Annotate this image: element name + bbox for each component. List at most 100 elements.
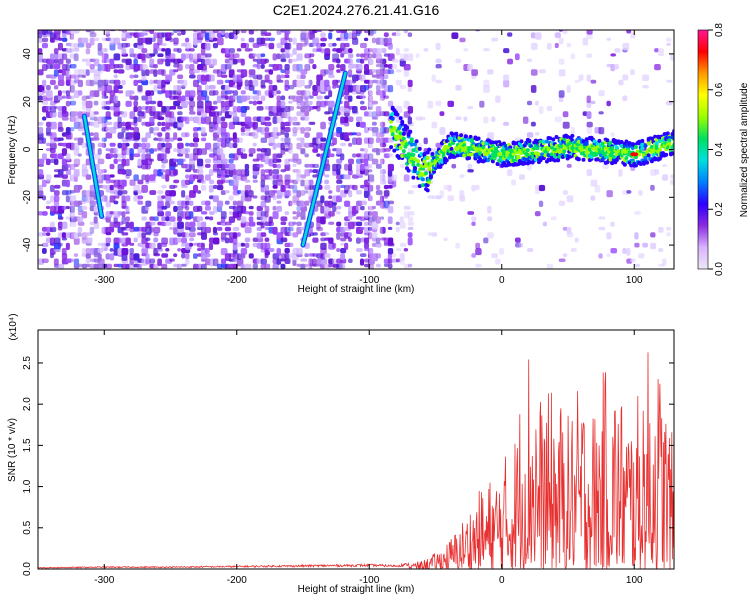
heatmap-cell — [304, 84, 311, 89]
heatmap-ridge-cell — [638, 161, 643, 166]
heatmap-cell — [197, 30, 202, 33]
heatmap-cell — [403, 247, 409, 252]
heatmap-cell — [157, 37, 163, 46]
heatmap-cell — [177, 142, 184, 149]
heatmap-cell — [312, 90, 318, 97]
heatmap-cell — [479, 100, 485, 108]
heatmap-cell — [395, 69, 402, 73]
heatmap-cell — [236, 137, 243, 144]
heatmap-cell — [197, 127, 202, 131]
heatmap-cell — [256, 58, 263, 65]
heatmap-ridge-cell — [474, 149, 479, 154]
heatmap-cell — [399, 242, 407, 247]
heatmap-cell — [308, 179, 314, 186]
heatmap-ridge-cell — [584, 137, 589, 142]
heatmap-cell — [304, 132, 310, 138]
heatmap-cell — [224, 84, 230, 91]
heatmap-cell — [212, 184, 218, 190]
heatmap-cell — [264, 226, 270, 231]
heatmap-cell — [153, 63, 158, 69]
heatmap-cell — [197, 216, 204, 222]
heatmap-cell — [288, 242, 294, 248]
heatmap-cell — [348, 190, 353, 198]
heatmap-cell — [391, 179, 397, 188]
heatmap-cell — [109, 247, 114, 252]
heatmap-cell — [371, 205, 377, 210]
heatmap-cell — [177, 121, 184, 128]
heatmap-ridge-cell — [649, 144, 654, 149]
heatmap-cell — [185, 221, 190, 229]
heatmap-cell — [383, 148, 391, 152]
heatmap-cell — [133, 53, 138, 60]
heatmap-cell — [185, 174, 190, 179]
heatmap-ridge-cell — [411, 148, 416, 153]
heatmap-cell — [113, 95, 118, 104]
heatmap-cell — [145, 69, 150, 77]
heatmap-peak — [630, 152, 639, 157]
heatmap-cell — [145, 205, 150, 211]
heatmap-ridge-cell — [657, 139, 662, 144]
heatmap-cell — [193, 253, 198, 259]
heatmap-cell — [296, 111, 302, 117]
heatmap-cell — [165, 142, 172, 149]
heatmap-cell — [189, 242, 194, 247]
heatmap-cell — [49, 53, 55, 60]
heatmap-cell — [538, 69, 546, 74]
heatmap-cell — [387, 263, 393, 269]
heatmap-cell — [161, 153, 167, 160]
heatmap-cell — [169, 258, 175, 262]
heatmap-cell — [153, 169, 158, 177]
heatmap-cell — [614, 48, 621, 53]
heatmap-cell — [232, 58, 238, 65]
heatmap-cell — [566, 195, 574, 203]
heatmap-cell — [161, 158, 168, 164]
heatmap-cell — [292, 37, 297, 45]
heatmap-cell — [328, 74, 335, 79]
heatmap-cell — [185, 90, 191, 97]
heatmap-ridge-cell — [595, 157, 600, 162]
heatmap-cell — [320, 137, 327, 142]
heatmap-cell — [574, 237, 579, 243]
heatmap-cell — [622, 42, 630, 51]
heatmap-cell — [105, 263, 113, 269]
heatmap-cell — [562, 121, 570, 129]
heatmap-cell — [399, 163, 405, 168]
heatmap-cell — [200, 58, 206, 67]
heatmap-cell — [590, 100, 596, 105]
heatmap-cell — [320, 32, 326, 38]
heatmap-cell — [387, 216, 393, 224]
heatmap-cell — [41, 211, 48, 216]
heatmap-cell — [125, 263, 130, 269]
heatmap-cell — [65, 58, 71, 64]
heatmap-cell — [57, 121, 63, 130]
heatmap-cell — [252, 53, 257, 57]
heatmap-cell — [49, 226, 57, 233]
heatmap-cell — [415, 53, 420, 58]
heatmap-cell — [276, 153, 283, 158]
heatmap-cell — [220, 84, 226, 90]
heatmap-ridge-cell — [570, 133, 575, 138]
heatmap-cell — [53, 30, 61, 35]
heatmap-cell — [375, 106, 382, 114]
heatmap-cell — [256, 63, 261, 70]
heatmap-cell — [38, 121, 44, 126]
heatmap-cell — [240, 153, 248, 159]
heatmap-cell — [260, 121, 266, 125]
heatmap-cell — [197, 100, 204, 109]
heatmap-cell — [455, 84, 462, 91]
heatmap-cell — [292, 221, 297, 225]
heatmap-cell — [352, 30, 357, 35]
heatmap-cell — [145, 200, 152, 207]
heatmap-cell — [204, 42, 211, 51]
heatmap-cell — [149, 58, 155, 67]
heatmap-cell — [53, 153, 58, 160]
heatmap-cell — [475, 30, 481, 32]
heatmap-cell — [248, 37, 255, 43]
heatmap-cell — [359, 95, 366, 99]
heatmap-cell — [145, 148, 151, 153]
heatmap-cell — [228, 111, 234, 115]
heatmap-cell — [57, 137, 64, 141]
heatmap-ridge-cell — [457, 138, 462, 143]
heatmap-cell — [340, 30, 347, 34]
heatmap-cell — [220, 258, 227, 265]
